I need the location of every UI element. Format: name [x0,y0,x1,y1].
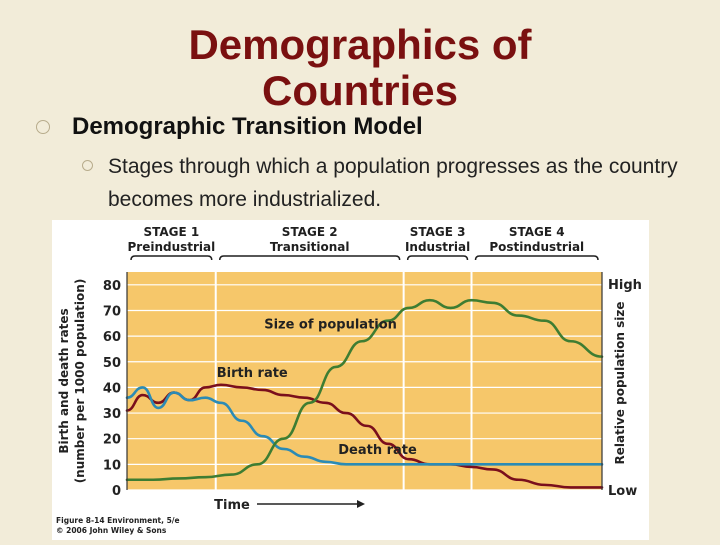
slide-title-line1: Demographics of [188,21,532,68]
stage-name: STAGE 2 [282,225,338,239]
death-rate-series-label: Death rate [338,443,417,458]
slide-title: Demographics of Countries [140,22,580,114]
bullet-circle-icon [36,120,50,134]
y-axis-subtitle: (number per 1000 population) [73,279,87,484]
x-axis-title: Time [214,498,250,513]
bullet-stages-description: Stages through which a population progre… [108,155,678,211]
y-tick-label: 0 [112,484,121,499]
figure-caption-line2: © 2006 John Wiley & Sons [56,526,167,535]
stage-bracket [406,255,469,261]
y2-low-label: Low [608,484,637,499]
y-tick-label: 60 [103,330,121,345]
y2-high-label: High [608,278,642,293]
time-arrow-head-icon [357,500,365,508]
y-tick-label: 50 [103,356,121,371]
death-rate-line [125,386,604,466]
population-line [125,298,604,482]
stage-bracket [130,255,213,261]
y-axis-title: Birth and death rates [57,308,71,453]
figure-caption-line1: Figure 8-14 Environment, 5/e [56,516,180,525]
stage-bracket [474,255,599,261]
y-tick-label: 80 [103,279,121,294]
birth-rate-series-label: Birth rate [217,366,288,381]
slide-title-line2: Countries [261,67,458,114]
y-tick-label: 40 [103,381,121,396]
y-tick-label: 70 [103,304,121,319]
stage-label: Industrial [405,240,470,254]
stage-label: Preindustrial [127,240,215,254]
y-tick-label: 30 [103,407,121,422]
stage-name: STAGE 3 [410,225,466,239]
stage-name: STAGE 4 [509,225,565,239]
stage-header-band [52,220,649,270]
y-tick-label: 20 [103,433,121,448]
population-series-label: Size of population [264,317,397,332]
chart-figure: STAGE 1 Preindustrial STAGE 2 Transitional S… [52,220,649,540]
bullet-demographic-transition: Demographic Transition Model [72,113,423,140]
plot-background [127,272,602,490]
sub-bullet-circle-icon [82,160,93,171]
stage-name: STAGE 1 [143,225,199,239]
y-tick-label: 10 [103,458,121,473]
stage-label: Postindustrial [489,240,584,254]
stage-bracket [218,255,401,261]
y2-axis-title: Relative population size [613,302,627,465]
stage-label: Transitional [270,240,350,254]
